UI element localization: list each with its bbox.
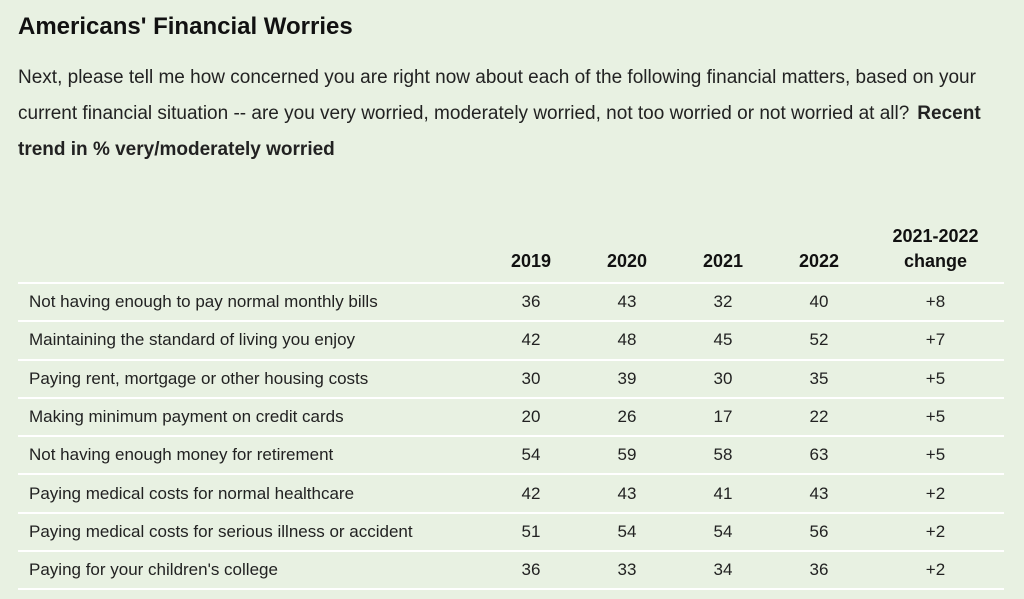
value-2021: 54 (713, 521, 733, 541)
value-change: +2 (925, 483, 946, 503)
question-text: Next, please tell me how concerned you a… (18, 60, 1004, 168)
header-2021: 2021 (702, 251, 744, 271)
value-2020: 26 (617, 407, 637, 427)
chart-container: Americans' Financial Worries Next, pleas… (18, 12, 1004, 590)
value-2020: 39 (617, 368, 637, 388)
value-2022: 63 (809, 445, 829, 465)
table-row: Making minimum payment on credit cards 20… (18, 398, 1004, 437)
value-2019: 30 (521, 368, 541, 388)
value-2021: 32 (713, 292, 733, 312)
row-label: Paying rent, mortgage or other housing c… (29, 368, 369, 388)
value-2020: 33 (617, 560, 637, 580)
value-2022: 52 (809, 330, 829, 350)
table-row: Paying rent, mortgage or other housing c… (18, 360, 1004, 398)
row-label: Maintaining the standard of living you e… (29, 330, 356, 350)
value-2019: 51 (521, 521, 541, 541)
value-2022: 22 (809, 407, 829, 427)
value-2021: 17 (713, 407, 733, 427)
value-2022: 43 (809, 483, 829, 503)
value-2019: 36 (521, 292, 541, 312)
chart-title: Americans' Financial Worries (18, 13, 353, 40)
value-2022: 36 (809, 560, 829, 580)
value-change: +2 (925, 560, 946, 580)
table-row: Not having enough to pay normal monthly … (18, 283, 1004, 322)
value-2021: 58 (713, 445, 733, 465)
table-row: Paying medical costs for serious illness… (18, 513, 1004, 552)
value-2020: 59 (617, 445, 637, 465)
header-2022: 2022 (798, 251, 840, 271)
table-header-row: 2019 2020 2021 2022 2021-2022 change (18, 215, 1004, 283)
value-2020: 43 (617, 483, 637, 503)
value-2020: 43 (617, 292, 637, 312)
table-row: Paying for your children's college 36 33 34… (18, 551, 1004, 590)
value-2021: 30 (713, 368, 733, 388)
table-row: Paying medical costs for normal healthca… (18, 474, 1004, 513)
row-label: Not having enough to pay normal monthly … (29, 292, 378, 312)
table-row: Maintaining the standard of living you e… (18, 321, 1004, 360)
header-change-text: 2021-2022 change (892, 226, 979, 271)
value-2022: 40 (809, 292, 829, 312)
value-2019: 42 (521, 330, 541, 350)
value-change: +2 (925, 521, 946, 541)
header-2020: 2020 (606, 251, 648, 271)
value-2021: 34 (713, 560, 733, 580)
worries-table: 2019 2020 2021 2022 2021-2022 change Not … (18, 215, 1004, 590)
value-2020: 54 (617, 521, 637, 541)
trend-label: Recent trend in % very/moderately worrie… (18, 103, 981, 160)
header-label (18, 215, 483, 283)
header-change: 2021-2022 change (867, 215, 1004, 283)
table-body: Not having enough to pay normal monthly … (18, 283, 1004, 590)
value-2019: 42 (521, 483, 541, 503)
value-change: +5 (925, 445, 946, 465)
row-label: Paying medical costs for serious illness… (29, 521, 413, 541)
value-2021: 45 (713, 330, 733, 350)
table-row: Not having enough money for retirement 54… (18, 436, 1004, 475)
row-label: Paying medical costs for normal healthca… (29, 483, 355, 503)
value-change: +5 (925, 407, 946, 427)
value-2021: 41 (713, 483, 733, 503)
question-body: Next, please tell me how concerned you a… (18, 67, 976, 124)
value-2019: 36 (521, 560, 541, 580)
value-2022: 35 (809, 368, 829, 388)
value-2022: 56 (809, 521, 829, 541)
value-change: +5 (925, 368, 946, 388)
value-change: +8 (925, 292, 946, 312)
row-label: Paying for your children's college (29, 560, 278, 580)
row-label: Not having enough money for retirement (29, 445, 334, 465)
value-change: +7 (925, 330, 946, 350)
value-2020: 48 (617, 330, 637, 350)
value-2019: 54 (521, 445, 541, 465)
value-2019: 20 (521, 407, 541, 427)
header-2019: 2019 (510, 251, 552, 271)
row-label: Making minimum payment on credit cards (29, 407, 344, 427)
